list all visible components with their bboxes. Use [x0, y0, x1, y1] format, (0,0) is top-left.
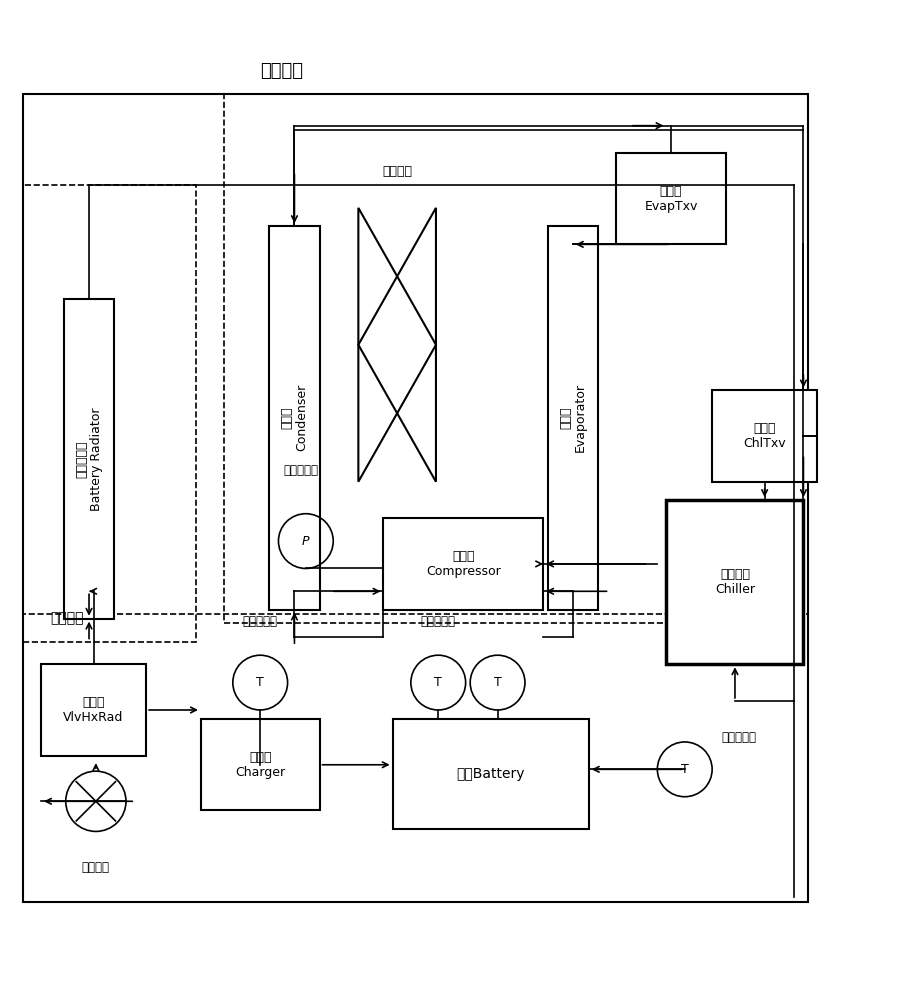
Text: 冷却风扇: 冷却风扇 [383, 165, 412, 178]
Text: 压力传感器: 压力传感器 [284, 464, 319, 477]
Text: 蒸发器
Evaporator: 蒸发器 Evaporator [559, 383, 587, 452]
Text: 电池回路: 电池回路 [50, 612, 84, 626]
FancyBboxPatch shape [64, 299, 114, 619]
Text: 冷凝器
Condenser: 冷凝器 Condenser [280, 384, 309, 451]
Text: 电池散热器
Battery Radiator: 电池散热器 Battery Radiator [75, 407, 103, 511]
FancyBboxPatch shape [201, 719, 320, 810]
Text: 温度传感器: 温度传感器 [243, 615, 278, 628]
Text: T: T [257, 676, 264, 689]
FancyBboxPatch shape [269, 226, 320, 610]
Text: 热交换器
Chiller: 热交换器 Chiller [715, 568, 755, 596]
FancyBboxPatch shape [383, 518, 543, 610]
Text: 电池Battery: 电池Battery [456, 767, 525, 781]
Bar [23, 614, 808, 902]
Text: 电磁阀
ChlTxv: 电磁阀 ChlTxv [743, 422, 786, 450]
FancyBboxPatch shape [23, 94, 808, 902]
Text: 压缩机
Compressor: 压缩机 Compressor [426, 550, 500, 578]
Text: T: T [681, 763, 688, 776]
FancyBboxPatch shape [616, 153, 726, 244]
FancyBboxPatch shape [666, 500, 803, 664]
Text: 电子水泵: 电子水泵 [82, 861, 110, 874]
Text: T: T [494, 676, 501, 689]
Bar [23, 185, 196, 642]
FancyBboxPatch shape [548, 226, 598, 610]
Text: T: T [435, 676, 442, 689]
Text: 温度传感器: 温度传感器 [721, 731, 756, 744]
Text: 温度传感器: 温度传感器 [421, 615, 456, 628]
FancyBboxPatch shape [41, 664, 146, 756]
Text: 电磁阀
EvapTxv: 电磁阀 EvapTxv [645, 185, 698, 213]
FancyBboxPatch shape [712, 390, 817, 482]
FancyBboxPatch shape [393, 719, 589, 829]
Bar [224, 94, 808, 623]
Text: 冷媒回路: 冷媒回路 [260, 62, 303, 80]
Text: 电磁阀
VlvHxRad: 电磁阀 VlvHxRad [63, 696, 124, 724]
Text: P: P [302, 535, 310, 548]
Text: 充电器
Charger: 充电器 Charger [236, 751, 285, 779]
